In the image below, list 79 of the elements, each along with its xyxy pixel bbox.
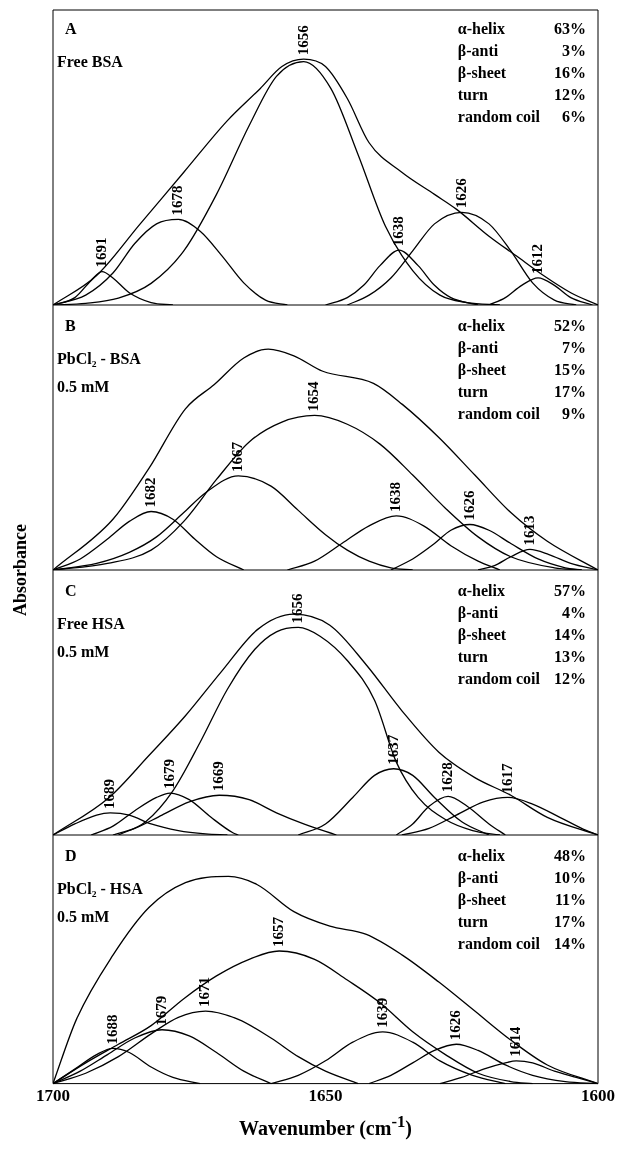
text: β-anti	[457, 41, 500, 62]
text: 3%	[561, 41, 586, 61]
text: α-helix	[457, 19, 506, 39]
annotation: random coil	[457, 404, 540, 424]
x-tick-label: 1650	[308, 1086, 343, 1106]
text: PbCl₂ - HSA 0.5 mM	[57, 879, 143, 927]
annotation: 1679	[152, 995, 169, 1026]
annotation: β-sheet	[457, 360, 508, 381]
chart-title: A	[65, 20, 77, 38]
annotation: 17%	[554, 912, 586, 932]
annotation: β-anti	[457, 868, 500, 889]
annotation: 1612	[528, 243, 545, 274]
text: α-helix	[457, 316, 506, 336]
annotation: 14%	[554, 934, 586, 954]
annotation: 1689	[101, 778, 118, 809]
annotation: 6%	[561, 107, 586, 127]
chart-title: C	[65, 582, 77, 600]
annotation: 17%	[554, 382, 586, 402]
annotation: 1617	[498, 762, 515, 794]
annotation: β-anti	[457, 338, 500, 359]
annotation: 1638	[389, 216, 406, 247]
annotation: 1614	[507, 1026, 524, 1057]
annotation: 12%	[554, 85, 586, 105]
text: 48%	[554, 846, 586, 866]
chart-title: B	[65, 317, 76, 335]
annotation: 1626	[447, 1009, 464, 1041]
annotation: 1638	[387, 481, 404, 512]
x-axis-title: Wavenumber (cm$^{-1}$)	[238, 1112, 413, 1140]
annotation: 13%	[554, 647, 586, 667]
annotation: 1682	[141, 477, 158, 508]
text: 63%	[554, 19, 586, 39]
text: 57%	[554, 581, 586, 601]
annotation: 1639	[373, 997, 390, 1028]
annotation: 1678	[169, 185, 186, 216]
annotation: turn	[457, 382, 489, 402]
annotation: β-anti	[457, 603, 500, 624]
annotation: 1671	[196, 977, 213, 1008]
annotation: turn	[457, 912, 489, 932]
annotation: 4%	[561, 603, 586, 623]
text: 52%	[554, 316, 586, 336]
annotation: turn	[457, 647, 489, 667]
annotation: 1669	[210, 761, 227, 792]
chart-title: D	[65, 847, 77, 865]
annotation: 10%	[554, 868, 586, 888]
annotation: 9%	[561, 404, 586, 424]
annotation: 1626	[460, 490, 477, 521]
text: α-helix	[457, 846, 506, 866]
annotation: turn	[457, 85, 489, 105]
annotation: 1637	[384, 734, 401, 765]
annotation: 7%	[561, 338, 586, 358]
chart-subtitle: Free BSA	[57, 52, 123, 72]
annotation: 1691	[92, 237, 109, 268]
annotation: 12%	[554, 669, 586, 689]
annotation: 16%	[554, 63, 586, 83]
annotation: random coil	[457, 934, 540, 954]
text: Free HSA 0.5 mM	[57, 614, 125, 662]
annotation: 1654	[305, 380, 322, 412]
annotation: 1657	[270, 916, 287, 948]
annotation: 1679	[161, 759, 178, 790]
annotation: random coil	[457, 669, 540, 689]
annotation: 14%	[554, 625, 586, 645]
text: α-helix	[457, 581, 506, 601]
annotation: β-sheet	[457, 63, 508, 84]
annotation: 1688	[103, 1014, 120, 1045]
x-tick-label: 1600	[581, 1086, 615, 1106]
annotation: 1613	[520, 515, 537, 546]
annotation: 15%	[554, 360, 586, 380]
y-axis-title: Absorbance	[9, 523, 31, 616]
annotation: β-sheet	[457, 625, 508, 646]
text: PbCl₂ - BSA 0.5 mM	[57, 349, 141, 397]
annotation: 11%	[554, 890, 586, 910]
annotation: β-sheet	[457, 890, 508, 911]
annotation: random coil	[457, 107, 540, 127]
annotation: 1656	[289, 592, 306, 624]
annotation: 1656	[294, 24, 311, 56]
annotation: 1626	[452, 177, 469, 209]
x-tick-label: 1700	[36, 1086, 70, 1106]
annotation: 1628	[439, 762, 455, 793]
annotation: 1667	[229, 441, 246, 472]
